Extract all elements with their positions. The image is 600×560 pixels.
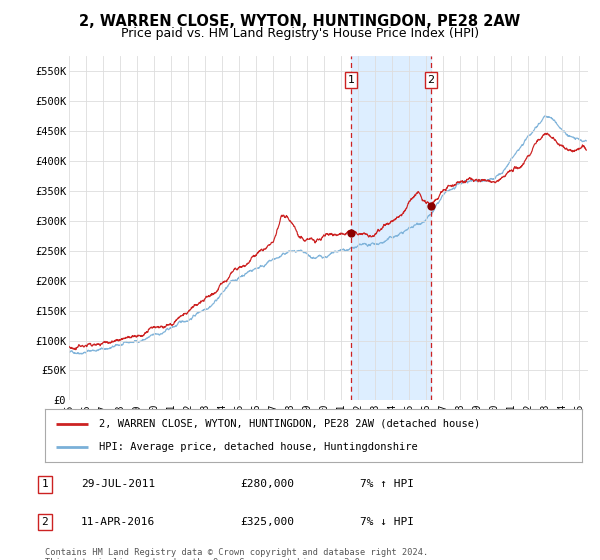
Text: 7% ↓ HPI: 7% ↓ HPI	[360, 517, 414, 527]
Text: 29-JUL-2011: 29-JUL-2011	[81, 479, 155, 489]
Text: 2: 2	[41, 517, 49, 527]
Text: Price paid vs. HM Land Registry's House Price Index (HPI): Price paid vs. HM Land Registry's House …	[121, 27, 479, 40]
Text: £325,000: £325,000	[240, 517, 294, 527]
Text: £280,000: £280,000	[240, 479, 294, 489]
Text: 2, WARREN CLOSE, WYTON, HUNTINGDON, PE28 2AW (detached house): 2, WARREN CLOSE, WYTON, HUNTINGDON, PE28…	[98, 419, 480, 429]
Text: 7% ↑ HPI: 7% ↑ HPI	[360, 479, 414, 489]
Bar	[351, 56, 431, 400]
Text: 1: 1	[347, 75, 355, 85]
Text: 2: 2	[428, 75, 434, 85]
Text: 1: 1	[41, 479, 49, 489]
Text: 2, WARREN CLOSE, WYTON, HUNTINGDON, PE28 2AW: 2, WARREN CLOSE, WYTON, HUNTINGDON, PE28…	[79, 14, 521, 29]
Text: HPI: Average price, detached house, Huntingdonshire: HPI: Average price, detached house, Hunt…	[98, 442, 418, 452]
Text: Contains HM Land Registry data © Crown copyright and database right 2024.
This d: Contains HM Land Registry data © Crown c…	[45, 548, 428, 560]
Text: 11-APR-2016: 11-APR-2016	[81, 517, 155, 527]
